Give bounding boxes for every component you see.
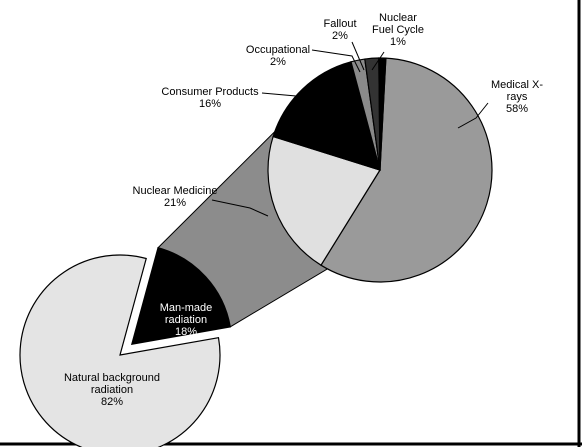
slice-label: Nuclear Medicine 21% bbox=[133, 185, 218, 209]
pie-slice bbox=[19, 254, 221, 447]
value-label: 2% bbox=[332, 30, 348, 42]
pie-slice bbox=[378, 57, 387, 171]
slice-label: Man-made radiation 18% bbox=[160, 302, 213, 338]
value-label: 82% bbox=[100, 396, 124, 408]
value-label: 18% bbox=[174, 326, 198, 338]
leader-line bbox=[311, 49, 361, 73]
value-label: 58% bbox=[505, 103, 529, 115]
category-label: Medical X-rays bbox=[491, 79, 543, 103]
pie-slice bbox=[320, 57, 493, 283]
category-label: Fallout bbox=[323, 18, 357, 30]
leader-line bbox=[211, 199, 269, 217]
leader-line bbox=[351, 41, 365, 71]
category-label: Nuclear Medicine bbox=[132, 185, 218, 197]
category-label: Consumer Products bbox=[161, 86, 259, 98]
leader-line bbox=[261, 92, 319, 133]
slice-label: Natural background radiation 82% bbox=[64, 372, 160, 408]
value-label: 2% bbox=[270, 56, 286, 68]
value-label: 21% bbox=[163, 197, 187, 209]
category-label: Occupational bbox=[245, 44, 311, 56]
slice-label: Consumer Products 16% bbox=[161, 86, 258, 110]
leader-lines bbox=[211, 41, 489, 217]
category-label: Natural background radiation bbox=[63, 372, 161, 396]
category-label: Nuclear Fuel Cycle bbox=[372, 12, 424, 36]
slice-label: Nuclear Fuel Cycle 1% bbox=[372, 12, 424, 48]
pie-slice bbox=[130, 246, 231, 345]
slice-label: Occupational 2% bbox=[246, 44, 310, 68]
value-label: 16% bbox=[198, 98, 222, 110]
slice-label: Fallout 2% bbox=[323, 18, 356, 42]
leader-line bbox=[457, 102, 489, 129]
leader-line bbox=[371, 51, 385, 71]
slice-label: Medical X-rays 58% bbox=[485, 79, 550, 115]
category-label: Man-made radiation bbox=[159, 302, 213, 326]
value-label: 1% bbox=[390, 36, 406, 48]
pie-slice bbox=[272, 61, 381, 171]
pie-layer bbox=[19, 57, 493, 447]
pie-slice bbox=[267, 135, 381, 267]
